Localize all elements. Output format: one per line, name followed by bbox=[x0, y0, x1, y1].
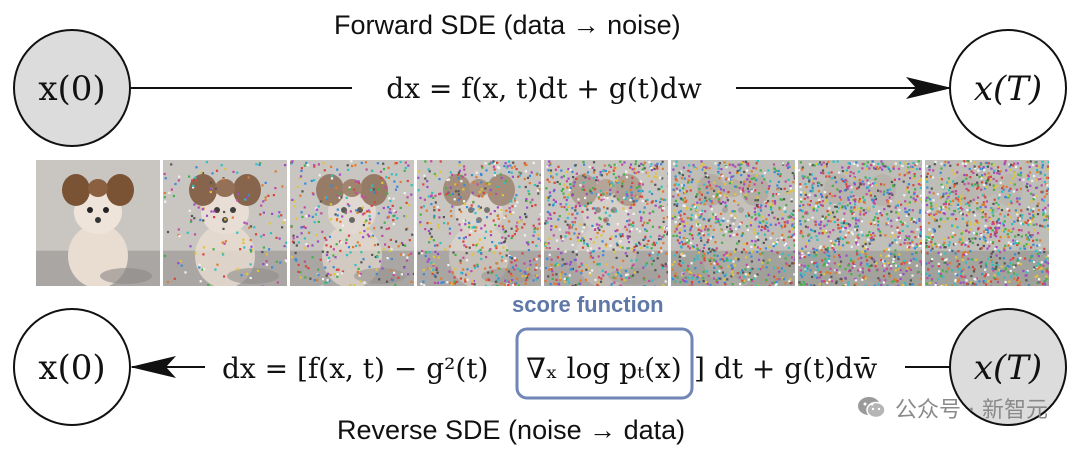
noise-image-2 bbox=[163, 160, 287, 286]
node-xT-forward-label: x(T) bbox=[974, 69, 1042, 109]
noise-image-1 bbox=[36, 160, 160, 286]
watermark-text: 公众号 · 新智元 bbox=[895, 398, 1048, 423]
wechat-icon bbox=[858, 397, 886, 419]
node-xT-reverse-label: x(T) bbox=[974, 348, 1042, 388]
node-xT-reverse bbox=[949, 308, 1067, 426]
reverse-row: x(0) dx = [f(x, t) − g²(t) ∇ₓ log pₜ(x) … bbox=[13, 308, 1067, 426]
score-term: ∇ₓ log pₜ(x) bbox=[526, 352, 681, 385]
node-x0-reverse-label: x(0) bbox=[38, 348, 105, 388]
node-xT-forward bbox=[949, 29, 1067, 147]
noise-image-strip bbox=[36, 160, 1049, 286]
noise-image-3 bbox=[290, 160, 414, 286]
noise-image-7 bbox=[798, 160, 922, 286]
score-function-box bbox=[515, 327, 694, 400]
reverse-equation-right: ] dt + g(t)dw̄ bbox=[694, 352, 877, 385]
node-x0-forward bbox=[13, 29, 131, 147]
forward-sde-caption: Forward SDE (data → noise) bbox=[334, 10, 681, 40]
forward-equation: dx = f(x, t)dt + g(t)dw bbox=[386, 72, 701, 105]
score-function-label: score function bbox=[512, 292, 664, 317]
watermark: 公众号 · 新智元 bbox=[857, 392, 1048, 424]
noise-image-5 bbox=[544, 160, 668, 286]
forward-row: x(0) dx = f(x, t)dt + g(t)dw x(T) bbox=[13, 29, 1067, 147]
noise-image-6 bbox=[671, 160, 795, 286]
noise-image-4 bbox=[417, 160, 541, 286]
noise-image-8 bbox=[925, 160, 1049, 286]
node-x0-forward-label: x(0) bbox=[38, 69, 105, 109]
reverse-equation-left: dx = [f(x, t) − g²(t) bbox=[222, 352, 488, 385]
reverse-sde-caption: Reverse SDE (noise → data) bbox=[337, 415, 686, 445]
